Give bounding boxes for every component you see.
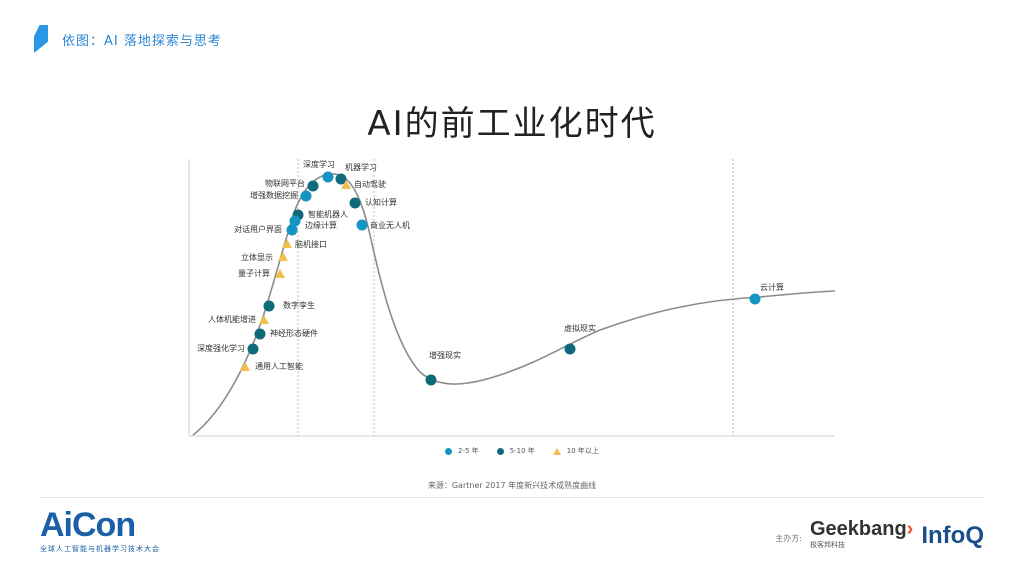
hype-curve [192,173,836,436]
aicon-logo-block: AiCon 全球人工智能与机器学习技术大会 [40,508,160,554]
circle-marker [322,171,334,183]
circle-marker [247,343,259,355]
point-label: 增强现实 [429,350,461,360]
legend-dot-icon [445,447,452,455]
legend-dot-icon [496,447,504,455]
legend-label: 2-5 年 [458,447,479,455]
point-label: 脑机接口 [295,239,327,249]
circle-marker [286,224,298,236]
circle-marker [356,219,368,231]
point-label: 物联网平台 [265,178,305,188]
circle-marker [335,173,347,185]
point-label: 机器学习 [345,162,377,172]
circle-marker [254,328,266,340]
point-label: 边缘计算 [305,220,337,230]
chart-source: 来源：Gartner 2017 年度新兴技术成熟度曲线 [427,481,597,490]
header-text: 依图：AI 落地探索与思考 [62,33,222,49]
circle-marker [564,343,576,355]
point-label: 增强数据挖掘 [250,190,298,200]
point-label: 深度学习 [303,159,335,169]
circle-marker [425,374,437,386]
point-label: 通用人工智能 [255,361,303,371]
circle-marker [263,300,275,312]
triangle-marker [275,269,285,278]
point-label: 量子计算 [238,268,270,278]
sponsor-label: 主办方: [775,534,802,543]
triangle-marker [341,180,351,189]
circle-marker [289,215,301,227]
circle-marker [349,197,361,209]
legend-triangle-icon [552,447,561,455]
sponsor-block: 主办方: Geekbang› 极客邦科技 InfoQ [775,518,984,550]
chart-legend: 2-5 年 5-10 年 10 年以上 [445,446,599,456]
circle-marker [300,190,312,202]
point-label: 商业无人机 [370,220,410,230]
legend-item: 5-10 年 [496,446,535,456]
triangle-marker [259,315,269,324]
slide-header: 依图：AI 落地探索与思考 [34,24,222,54]
legend-label: 10 年以上 [566,447,599,455]
point-label: 自动驾驶 [354,179,386,189]
circle-marker [307,180,319,192]
point-label: 人体机能增进 [208,314,256,324]
aicon-subtitle: 全球人工智能与机器学习技术大会 [40,545,160,553]
slide-title: AI的前工业化时代 [367,104,657,144]
point-label: 神经形态硬件 [270,328,318,338]
footer-divider [40,497,984,498]
legend-item: 10 年以上 [552,446,599,456]
circle-marker [749,293,761,305]
legend-item: 2-5 年 [445,446,479,456]
point-label: 深度强化学习 [197,343,245,353]
triangle-marker [240,362,250,371]
point-label: 数字孪生 [283,300,315,310]
point-label: 云计算 [760,282,784,292]
aicon-logo: AiCon [40,506,136,544]
triangle-marker [282,239,292,248]
point-label: 对话用户界面 [234,224,282,234]
point-label: 认知计算 [365,197,397,207]
point-label: 立体显示 [241,252,273,262]
infoq-logo: InfoQ [921,522,984,549]
geekbang-subtitle: 极客邦科技 [809,541,845,549]
geekbang-name: Geekbang [809,518,907,540]
geekbang-x: › [906,518,914,540]
legend-label: 5-10 年 [509,447,535,455]
chart-axes [188,159,835,437]
triangle-marker [278,252,288,261]
point-label: 虚拟现实 [564,323,596,333]
geekbang-logo: Geekbang› 极客邦科技 [810,518,913,550]
point-label: 智能机器人 [308,209,348,219]
